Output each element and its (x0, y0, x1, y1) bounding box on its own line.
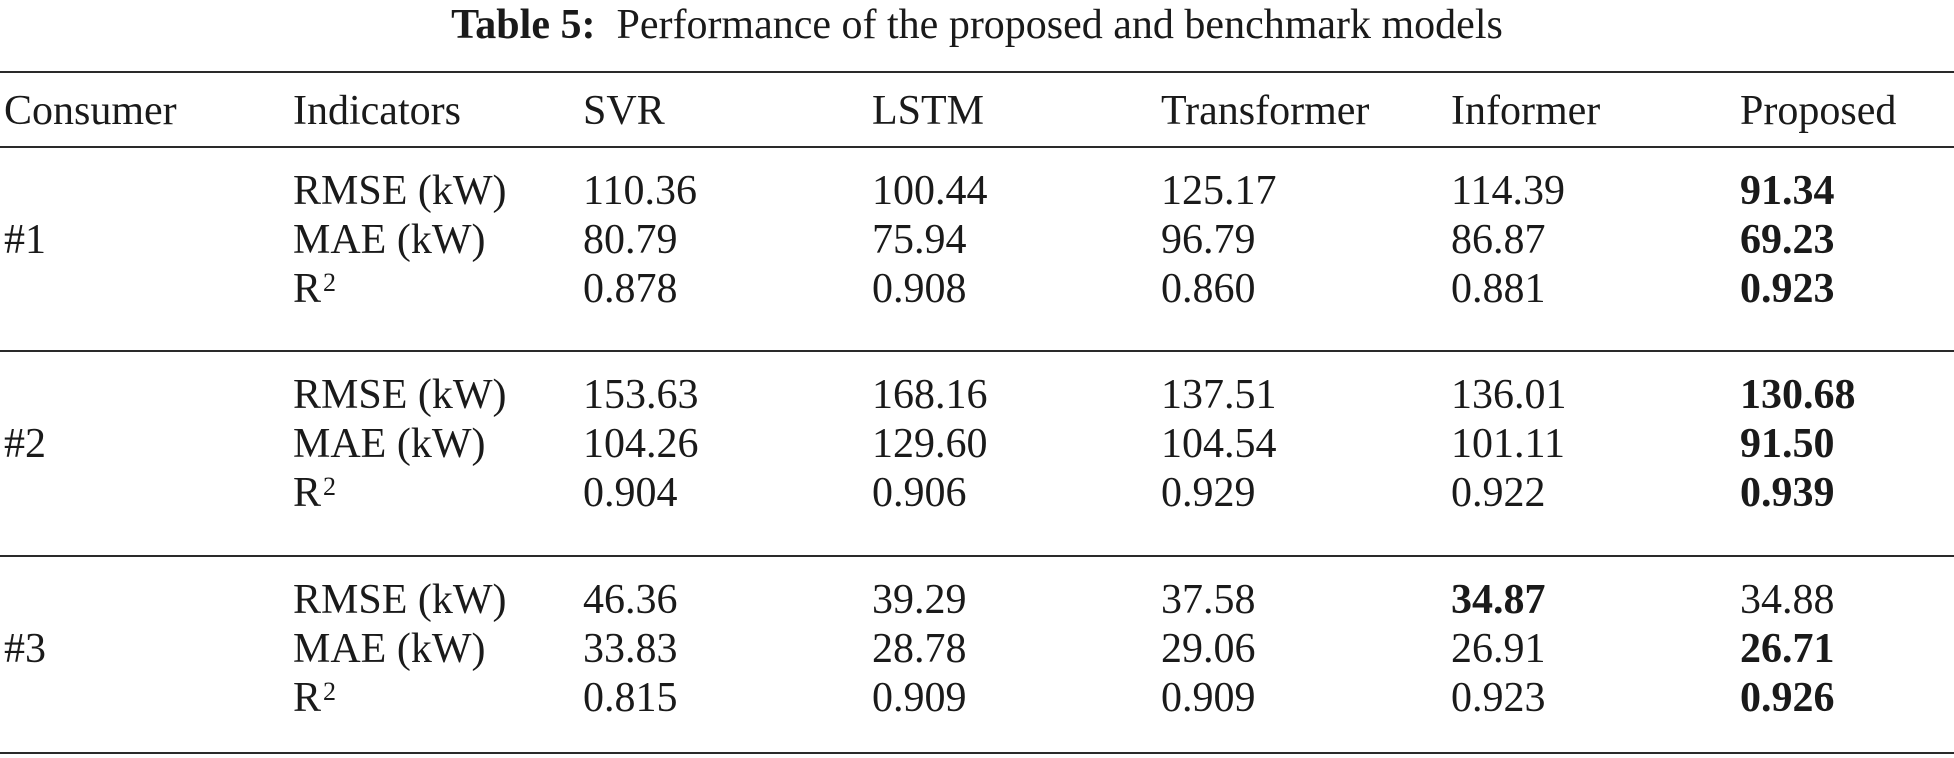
bottom-rule (0, 752, 1954, 754)
value-proposed: 0.926 (1740, 675, 1835, 721)
indicator-r-superscript: 2 (323, 472, 337, 501)
value-svr: 33.83 (583, 626, 678, 672)
indicator-rmse: RMSE (kW) (293, 577, 507, 623)
indicator-r2: R2 (293, 265, 336, 313)
value-svr: 0.878 (583, 266, 678, 312)
header-rule (0, 146, 1954, 148)
value-transformer: 96.79 (1161, 217, 1256, 263)
indicator-r-superscript: 2 (323, 268, 337, 297)
column-header-consumer: Consumer (4, 88, 177, 134)
group-rule-1 (0, 350, 1954, 352)
indicator-mae: MAE (kW) (293, 217, 486, 263)
value-svr: 110.36 (583, 168, 697, 214)
value-lstm: 39.29 (872, 577, 967, 623)
value-svr: 104.26 (583, 421, 699, 467)
value-svr: 80.79 (583, 217, 678, 263)
column-header-informer: Informer (1451, 88, 1601, 134)
value-informer: 0.923 (1451, 675, 1546, 721)
value-lstm: 168.16 (872, 372, 988, 418)
column-header-proposed: Proposed (1740, 88, 1897, 134)
value-transformer: 104.54 (1161, 421, 1277, 467)
value-lstm: 100.44 (872, 168, 988, 214)
indicator-mae: MAE (kW) (293, 421, 486, 467)
value-lstm: 0.906 (872, 470, 967, 516)
value-proposed: 130.68 (1740, 372, 1856, 418)
value-proposed: 0.939 (1740, 470, 1835, 516)
value-lstm: 0.909 (872, 675, 967, 721)
top-rule (0, 71, 1954, 73)
value-lstm: 129.60 (872, 421, 988, 467)
indicator-r2: R2 (293, 469, 336, 517)
value-transformer: 37.58 (1161, 577, 1256, 623)
table-caption: Table 5: Performance of the proposed and… (0, 0, 1954, 62)
column-header-transformer: Transformer (1161, 88, 1370, 134)
value-informer: 0.922 (1451, 470, 1546, 516)
value-proposed: 91.34 (1740, 168, 1835, 214)
value-proposed: 0.923 (1740, 266, 1835, 312)
value-informer: 0.881 (1451, 266, 1546, 312)
value-informer: 34.87 (1451, 577, 1546, 623)
value-proposed: 26.71 (1740, 626, 1835, 672)
value-informer: 136.01 (1451, 372, 1567, 418)
value-lstm: 75.94 (872, 217, 967, 263)
indicator-r-base: R (293, 266, 322, 312)
consumer-label: #1 (4, 217, 46, 263)
value-informer: 114.39 (1451, 168, 1565, 214)
indicator-r2: R2 (293, 674, 336, 722)
value-transformer: 125.17 (1161, 168, 1277, 214)
indicator-rmse: RMSE (kW) (293, 168, 507, 214)
column-header-svr: SVR (583, 88, 665, 134)
value-transformer: 0.929 (1161, 470, 1256, 516)
value-proposed: 34.88 (1740, 577, 1835, 623)
value-informer: 101.11 (1451, 421, 1565, 467)
value-lstm: 0.908 (872, 266, 967, 312)
indicator-mae: MAE (kW) (293, 626, 486, 672)
value-proposed: 69.23 (1740, 217, 1835, 263)
indicator-r-base: R (293, 470, 322, 516)
indicator-r-superscript: 2 (323, 677, 337, 706)
value-svr: 0.904 (583, 470, 678, 516)
indicator-r-base: R (293, 675, 322, 721)
value-transformer: 0.909 (1161, 675, 1256, 721)
value-informer: 86.87 (1451, 217, 1546, 263)
value-transformer: 0.860 (1161, 266, 1256, 312)
caption-label: Table 5: (451, 2, 596, 48)
value-svr: 46.36 (583, 577, 678, 623)
consumer-label: #2 (4, 421, 46, 467)
column-header-lstm: LSTM (872, 88, 985, 134)
caption-text: Performance of the proposed and benchmar… (616, 2, 1503, 48)
consumer-label: #3 (4, 626, 46, 672)
indicator-rmse: RMSE (kW) (293, 372, 507, 418)
value-proposed: 91.50 (1740, 421, 1835, 467)
group-rule-2 (0, 555, 1954, 557)
value-svr: 0.815 (583, 675, 678, 721)
value-svr: 153.63 (583, 372, 699, 418)
value-lstm: 28.78 (872, 626, 967, 672)
value-transformer: 137.51 (1161, 372, 1277, 418)
column-header-indicators: Indicators (293, 88, 461, 134)
value-informer: 26.91 (1451, 626, 1546, 672)
value-transformer: 29.06 (1161, 626, 1256, 672)
